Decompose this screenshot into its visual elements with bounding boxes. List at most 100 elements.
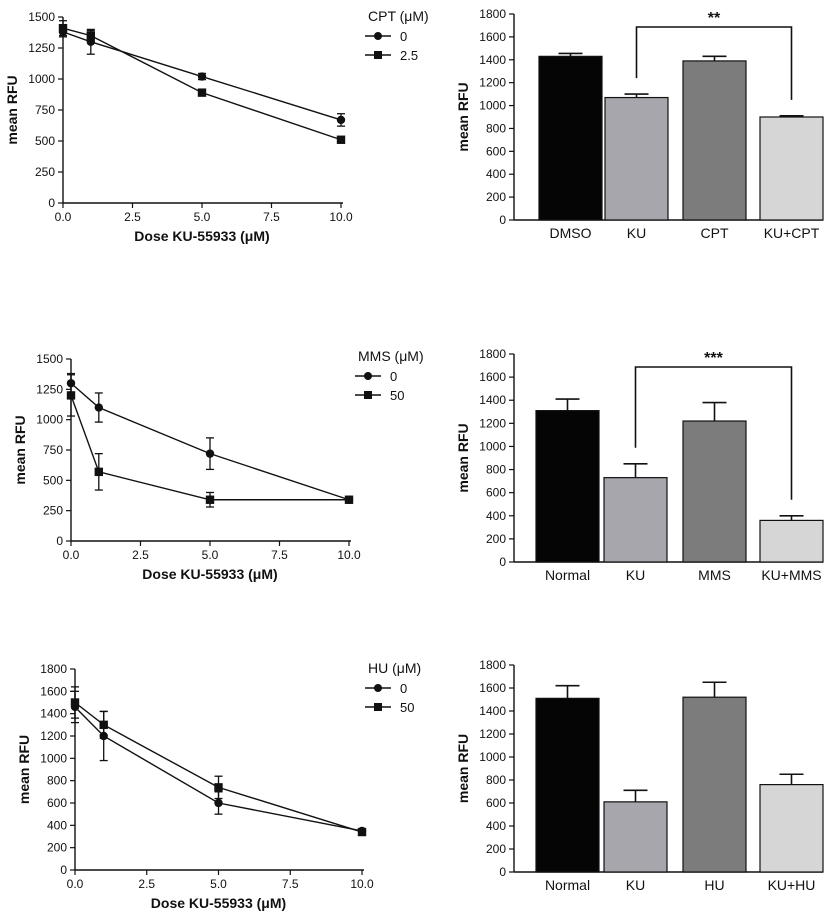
mms-line-legend-title: MMS (μM) (358, 348, 424, 364)
hu-line-x-tick-label: 5.0 (210, 877, 227, 891)
mms-bar-y-tick-label: 600 (486, 486, 506, 500)
mms-bar-y-tick-label: 1000 (479, 439, 506, 453)
hu-line-y-label: mean RFU (16, 735, 32, 804)
cpt-bar-y-tick-label: 600 (486, 144, 506, 158)
cpt-line-y-label: mean RFU (4, 75, 20, 144)
hu-line-point-square (99, 720, 108, 730)
mms-line-point-circle (205, 449, 215, 458)
hu-line-x-tick-label: 7.5 (282, 877, 299, 891)
cpt-line-series-line-1 (62, 27, 342, 141)
cpt-bar-category-label: KU (627, 225, 646, 241)
mms-line-point-square (205, 495, 215, 504)
cpt-bar-y-tick-label: 800 (486, 121, 506, 135)
mms-bar-category-label: KU+MMS (761, 567, 821, 583)
mms-line-x-tick-label: 2.5 (132, 548, 149, 562)
hu-line-x-tick-label: 10.0 (350, 877, 374, 891)
cpt-bar-significance-bracket (635, 26, 793, 100)
hu-bar-category-label: Normal (545, 877, 590, 893)
cpt-line-point-square (197, 88, 207, 97)
mms-bar-panel: 0 200 400 600 800 1000 1200 1400 1600 1800 mean RF… (455, 347, 824, 583)
mms-bar-bar-mms (682, 420, 747, 563)
cpt-bar-y-tick-label: 1200 (479, 76, 506, 90)
hu-bar-y-label: mean RFU (455, 734, 471, 803)
hu-bar-y-tick-label: 800 (486, 773, 506, 787)
cpt-line-x-tick-label: 7.5 (263, 210, 280, 224)
cpt-bar-bar-ku-cpt (759, 116, 824, 221)
mms-line-y-tick-label: 500 (43, 473, 63, 487)
hu-bar-y-tick-label: 1400 (479, 704, 506, 718)
mms-bar-y-tick-label: 0 (499, 555, 506, 569)
hu-bar-y-tick-label: 1800 (479, 658, 506, 672)
cpt-bar-y-tick-label: 1400 (479, 53, 506, 67)
cpt-line-y-tick-label: 1000 (28, 72, 55, 86)
mms-line-point-circle (94, 403, 104, 412)
mms-bar-y-tick-label: 1400 (479, 393, 506, 407)
hu-bar-y-tick-label: 200 (486, 842, 506, 856)
hu-bar-y-tick-label: 600 (486, 796, 506, 810)
hu-bar-bar-normal (535, 697, 600, 873)
mms-line-x-tick-label: 5.0 (202, 548, 219, 562)
mms-bar-significance-label: *** (704, 350, 723, 367)
cpt-bar-bar-ku (604, 96, 669, 221)
hu-line-legend: HU (μM) 0 50 (365, 660, 421, 715)
hu-line-legend-marker-square (374, 703, 382, 711)
hu-line-y-tick-label: 1800 (40, 662, 67, 676)
cpt-bar-y-tick-label: 400 (486, 167, 506, 181)
mms-line-y-tick-label: 1250 (36, 382, 63, 396)
cpt-bar-y-tick-label: 0 (499, 213, 506, 227)
mms-bar-y-label: mean RFU (455, 423, 471, 492)
hu-bar-bar-hu (682, 696, 747, 873)
cpt-line-y-tick-label: 750 (35, 103, 55, 117)
hu-line-point-square (70, 698, 80, 707)
mms-bar-bar-normal (535, 410, 600, 563)
cpt-line-panel: 0 250 500 750 1000 1250 1500 mean RFU 0.0 2.5 5.0 7… (4, 8, 429, 244)
hu-line-y-tick-label: 800 (47, 774, 67, 788)
cpt-bar-category-label: KU+CPT (764, 225, 820, 241)
mms-line-point-square (344, 495, 354, 504)
mms-bar-y-tick-label: 400 (486, 509, 506, 523)
hu-line-y-tick-label: 600 (47, 796, 67, 810)
cpt-bar-category-label: DMSO (550, 225, 592, 241)
hu-line-series-line-0 (74, 706, 363, 832)
hu-line-point-circle (214, 798, 223, 808)
hu-line-y-tick-label: 1200 (40, 729, 67, 743)
cpt-bar-y-tick-label: 1800 (479, 7, 506, 21)
hu-line-legend-label: 0 (400, 681, 407, 696)
mms-bar-bar-ku-mms (759, 519, 824, 563)
mms-bar-bar-ku (603, 477, 668, 563)
cpt-bar-y-tick-label: 1600 (479, 30, 506, 44)
mms-line-x-tick-label: 7.5 (271, 548, 288, 562)
mms-line-y-tick-label: 250 (43, 504, 63, 518)
cpt-bar-bar-dmso (538, 55, 603, 221)
mms-line-legend-label: 0 (390, 369, 397, 384)
cpt-line-y-tick-label: 1500 (28, 10, 55, 24)
mms-bar-category-label: MMS (698, 567, 731, 583)
mms-bar-y-tick-label: 800 (486, 463, 506, 477)
mms-line-series-line-0 (70, 382, 350, 501)
hu-line-legend-marker-circle (374, 684, 382, 692)
cpt-bar-significance-label: ** (708, 10, 721, 27)
hu-bar-y-tick-label: 1000 (479, 750, 506, 764)
cpt-line-legend-title: CPT (μM) (368, 8, 429, 24)
cpt-line-y-tick-label: 0 (48, 196, 55, 210)
hu-bar-bar-ku (603, 801, 668, 873)
cpt-line-legend-marker-circle (374, 32, 382, 40)
mms-line-y-label: mean RFU (12, 415, 28, 484)
mms-bar-y-tick-label: 1200 (479, 416, 506, 430)
hu-bar-category-label: HU (704, 877, 724, 893)
hu-line-y-tick-label: 1600 (40, 684, 67, 698)
mms-line-y-tick-label: 750 (43, 443, 63, 457)
cpt-line-x-tick-label: 2.5 (124, 210, 141, 224)
cpt-line-x-label: Dose KU-55933 (μM) (134, 228, 269, 244)
hu-bar-y-tick-label: 0 (499, 865, 506, 879)
cpt-bar-y-label: mean RFU (455, 82, 471, 151)
cpt-bar-bar-cpt (682, 60, 747, 221)
cpt-bar-y-tick-label: 200 (486, 190, 506, 204)
hu-bar-y-tick-label: 1600 (479, 681, 506, 695)
mms-line-point-square (94, 467, 103, 477)
mms-line-x-tick-label: 10.0 (337, 548, 361, 562)
hu-bar-y-tick-label: 1200 (479, 727, 506, 741)
hu-line-y-tick-label: 1000 (40, 751, 67, 765)
